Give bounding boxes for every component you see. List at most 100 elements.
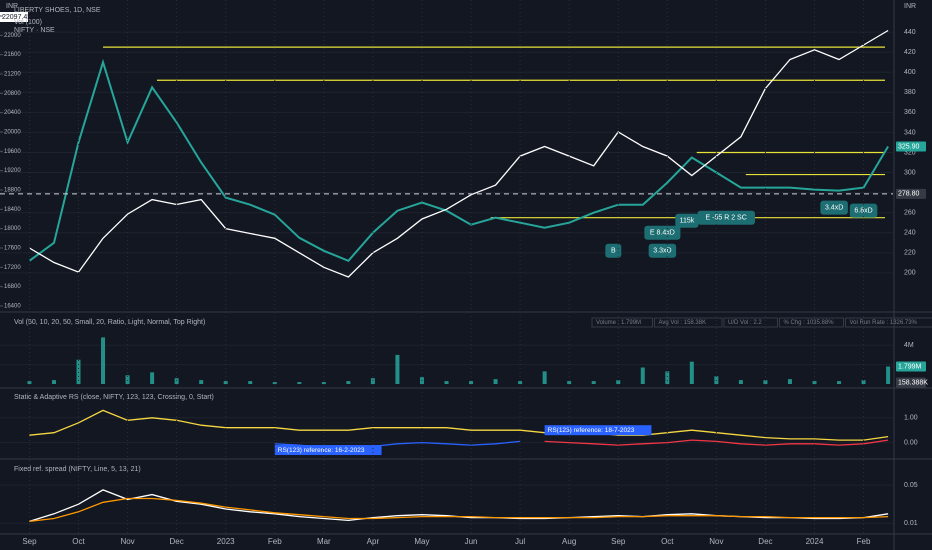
y2-tick-label: 18000 [4, 226, 21, 232]
volume-bar [591, 381, 596, 384]
y-tick-label: 0.00 [904, 439, 918, 446]
pane-legend: NIFTY · NSE [14, 27, 55, 34]
volume-bar [272, 382, 277, 384]
series-line [29, 29, 889, 278]
currency-right: INR [904, 3, 916, 10]
x-tick-label: Aug [562, 537, 576, 546]
volume-bar [51, 380, 56, 384]
volume-bar [738, 380, 743, 384]
y2-tick-label: 19600 [4, 149, 21, 155]
y2-tick-label: 16400 [4, 304, 21, 310]
volume-bar [76, 359, 81, 384]
volume-bar [640, 367, 645, 384]
y2-tick-label: 20800 [4, 91, 21, 97]
stat-text: Volume : 1.799M [596, 320, 641, 326]
y2-tick-label: 18800 [4, 188, 21, 194]
y2-tick-label: 22000 [4, 33, 21, 39]
volume-bar [248, 381, 253, 384]
price-label: 325.90 [898, 143, 920, 150]
y2-tick-label: 19200 [4, 168, 21, 174]
volume-bar [812, 381, 817, 384]
y-tick-label: 340 [904, 129, 916, 136]
y-tick-label: 220 [904, 250, 916, 257]
x-tick-label: Apr [367, 537, 380, 546]
volume-bar [665, 371, 670, 384]
x-tick-label: Dec [170, 537, 184, 546]
volume-bar [395, 354, 400, 384]
volume-bar [150, 372, 155, 384]
volume-bar [689, 361, 694, 384]
pane-title: Static & Adaptive RS (close, NIFTY, 123,… [14, 394, 214, 401]
stat-box [654, 317, 723, 328]
nifty-last-box [0, 12, 28, 22]
stat-text: Avg Vol : 158.38K [659, 320, 707, 326]
x-tick-label: May [414, 537, 429, 546]
y-tick-label: 4M [904, 342, 914, 349]
y2-tick-label: 21600 [4, 52, 21, 58]
volume-bar [297, 382, 302, 384]
callout-box [849, 203, 878, 218]
price-label: 278.80 [898, 191, 920, 198]
stat-text: Vol Run Rate : 1326.73% [850, 320, 918, 326]
x-tick-label: Nov [709, 537, 723, 546]
price-label-box [896, 377, 926, 388]
callout-box [675, 213, 699, 228]
x-tick-label: 2024 [806, 537, 824, 546]
ref-label-box [544, 425, 652, 436]
stat-box [779, 317, 844, 328]
volume-bar [370, 378, 375, 384]
y2-tick-label: 16800 [4, 284, 21, 290]
volume-bar [27, 381, 32, 384]
volume-bar [346, 381, 351, 384]
volume-bar [174, 378, 179, 384]
ref-label: RS(123) reference: 18-7-2023 [548, 427, 635, 434]
x-tick-label: Dec [758, 537, 772, 546]
y2-tick-label: 17200 [4, 265, 21, 271]
stat-text: % Chg : 1035.88% [784, 320, 835, 326]
volume-bar [469, 381, 474, 384]
y-tick-label: 300 [904, 169, 916, 176]
y-tick-label: 440 [904, 29, 916, 36]
y-tick-label: 320 [904, 149, 916, 156]
y-tick-label: 200 [904, 270, 916, 277]
y-tick-label: 240 [904, 230, 916, 237]
series-line [544, 439, 889, 446]
callout-text: 3.3xD [653, 248, 671, 255]
volume-bar [101, 337, 106, 384]
stat-box [845, 317, 932, 328]
volume-bar [125, 375, 130, 384]
volume-bar [199, 380, 204, 384]
pane-title: Vol (50, 10, 20, 50, Small, 20, Ratio, L… [14, 319, 205, 326]
stat-box [591, 317, 653, 328]
volume-bar [444, 381, 449, 384]
y-tick-label: 260 [904, 210, 916, 217]
volume-bar [542, 371, 547, 384]
x-tick-label: Nov [120, 537, 134, 546]
y-tick-label: 1.00 [904, 415, 918, 422]
y2-tick-label: 17600 [4, 246, 21, 252]
x-tick-label: Oct [72, 537, 85, 546]
callout-text: 6.8xD [854, 208, 872, 215]
price-label: 158.388K [898, 379, 928, 386]
volume-bar [567, 381, 572, 384]
x-tick-label: Oct [661, 537, 674, 546]
x-tick-label: Jun [465, 537, 478, 546]
nifty-last-label: 22097.45 [2, 14, 31, 21]
y-tick-label: 0.01 [904, 520, 918, 527]
x-tick-label: Jul [515, 537, 525, 546]
callout-text: 3.4xD [825, 205, 843, 212]
callout-text: B [611, 248, 616, 255]
price-label-box [896, 141, 926, 152]
y-tick-label: 400 [904, 69, 916, 76]
pane-title: LIBERTY SHOES, 1D, NSE [14, 7, 101, 14]
volume-bar [616, 380, 621, 384]
currency-left: INR [6, 3, 18, 10]
callout-box [697, 210, 755, 225]
y-tick-label: 0.05 [904, 482, 918, 489]
price-label-box [896, 361, 926, 372]
ref-label-box [274, 445, 382, 456]
callout-box [605, 243, 622, 258]
y2-tick-label: 21200 [4, 72, 21, 78]
series-line [29, 497, 889, 523]
